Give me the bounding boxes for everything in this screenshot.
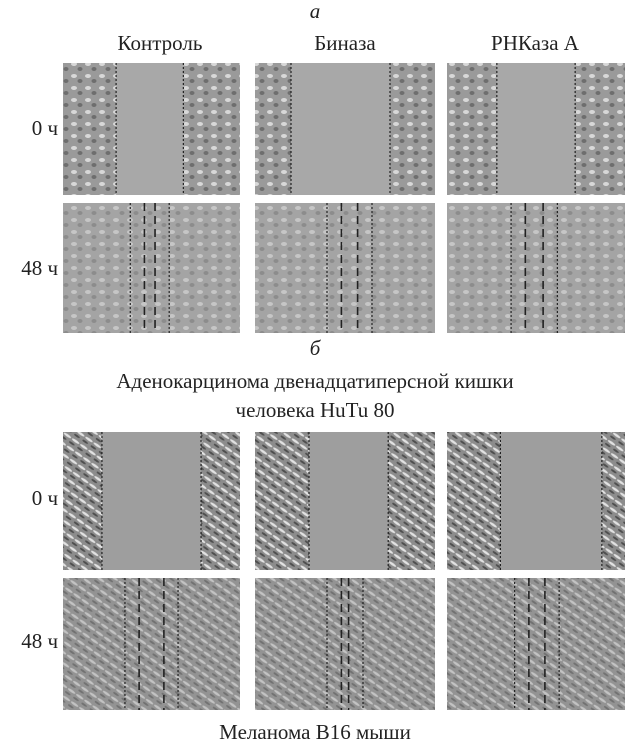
micrograph (447, 203, 625, 333)
micrograph (447, 578, 625, 710)
micrograph (447, 63, 625, 195)
figure: а Контроль Биназа РНКаза А 0 ч 48 ч б Ад… (0, 0, 630, 751)
cell-layer (63, 63, 116, 195)
micrograph (255, 63, 435, 195)
cell-layer (201, 432, 240, 570)
cell-layer (255, 63, 291, 195)
column-header: РНКаза А (491, 31, 580, 55)
cell-layer (602, 432, 625, 570)
column-header: Контроль (118, 31, 203, 55)
cell-layer (447, 432, 500, 570)
row-label: 48 ч (21, 256, 58, 280)
row-label: 48 ч (21, 629, 58, 653)
cell-layer (63, 432, 102, 570)
caption: человека HuTu 80 (236, 398, 395, 422)
micrograph (255, 578, 435, 710)
micrograph (63, 203, 240, 333)
cell-layer (63, 203, 240, 333)
cell-layer (255, 578, 435, 710)
caption: Меланома В16 мыши (219, 720, 411, 744)
caption: Аденокарцинома двенадцатиперсной кишки (116, 369, 513, 393)
micrograph (447, 432, 625, 570)
cell-layer (575, 63, 625, 195)
micrograph (63, 63, 240, 195)
cell-layer (255, 203, 435, 333)
micrograph (63, 432, 240, 570)
cell-layer (388, 432, 435, 570)
cell-layer (183, 63, 240, 195)
cell-layer (63, 578, 240, 710)
micrograph (255, 203, 435, 333)
panel-label: б (310, 336, 322, 360)
row-label: 0 ч (32, 486, 59, 510)
micrograph (63, 578, 240, 710)
cell-layer (447, 203, 625, 333)
cell-layer (255, 432, 309, 570)
column-header: Биназа (314, 31, 376, 55)
row-label: 0 ч (32, 116, 59, 140)
cell-layer (390, 63, 435, 195)
panel-label: а (310, 0, 321, 23)
micrograph (255, 432, 435, 570)
cell-layer (447, 578, 625, 710)
cell-layer (447, 63, 497, 195)
